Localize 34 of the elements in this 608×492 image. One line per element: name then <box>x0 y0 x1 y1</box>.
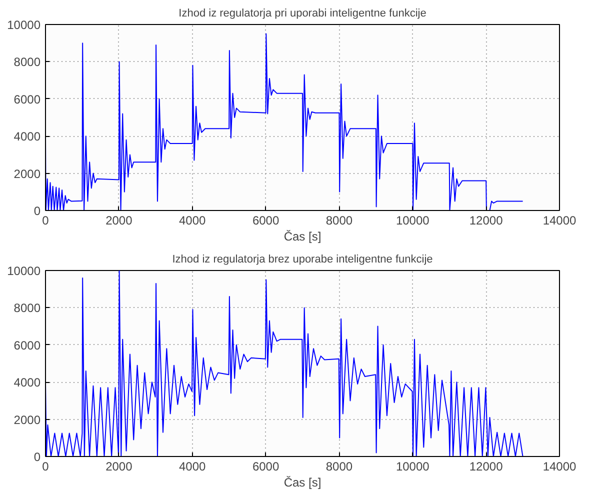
x-axis-title: Čas [s] <box>284 476 322 490</box>
y-tick-label: 10000 <box>7 264 41 278</box>
x-tick-label: 0 <box>42 214 50 228</box>
chart-title: Izhod iz regulatorja pri uporabi inteligentne funkcije <box>178 8 426 20</box>
y-tick-label: 10000 <box>7 18 41 32</box>
y-tick-label: 4000 <box>14 130 41 144</box>
y-tick-label: 4000 <box>14 376 41 390</box>
y-tick-label: 6000 <box>14 338 41 352</box>
chart-title: Izhod iz regulatorja brez uporabe inteligentne funkcije <box>172 254 433 266</box>
x-tick-label: 4000 <box>179 214 206 228</box>
x-tick-label: 6000 <box>252 214 280 228</box>
x-tick-label: 12000 <box>469 460 504 474</box>
y-tick-label: 2000 <box>14 412 41 427</box>
x-tick-label: 14000 <box>542 214 577 228</box>
y-tick-label: 2000 <box>14 166 41 181</box>
y-tick-label: 8000 <box>14 301 41 316</box>
line-series <box>46 270 524 456</box>
x-tick-label: 2000 <box>106 214 133 228</box>
x-tick-label: 0 <box>42 460 50 474</box>
x-tick-label: 8000 <box>326 214 353 228</box>
y-tick-label: 6000 <box>14 92 41 106</box>
x-tick-label: 12000 <box>469 214 504 228</box>
x-tick-label: 10000 <box>396 214 430 228</box>
x-tick-label: 14000 <box>542 460 577 474</box>
x-tick-label: 2000 <box>106 460 133 474</box>
x-tick-label: 10000 <box>396 460 430 474</box>
y-tick-label: 8000 <box>14 55 41 70</box>
line-series <box>46 33 524 210</box>
x-tick-label: 8000 <box>326 460 353 474</box>
y-tick-label: 0 <box>34 204 41 218</box>
x-tick-label: 4000 <box>179 460 206 474</box>
x-tick-label: 6000 <box>252 460 280 474</box>
x-axis-title: Čas [s] <box>284 230 322 244</box>
y-tick-label: 0 <box>34 450 41 464</box>
